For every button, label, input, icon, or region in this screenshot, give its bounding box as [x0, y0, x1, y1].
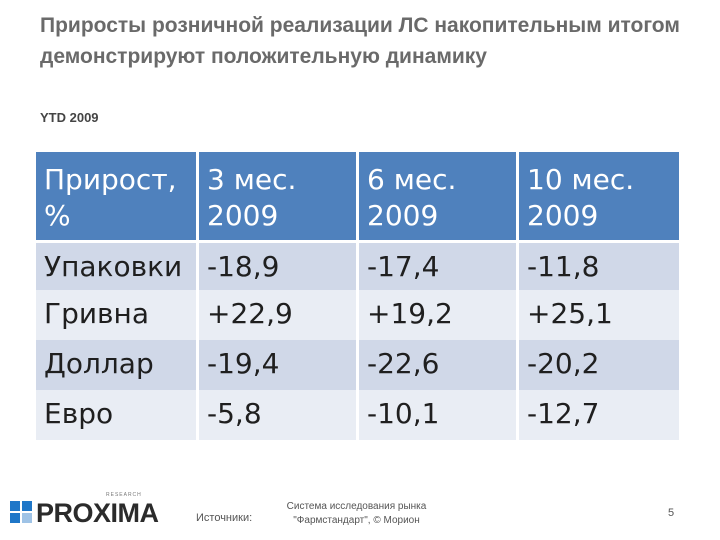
- table-cell: -20,2: [519, 340, 679, 390]
- table-row: Евро -5,8 -10,1 -12,7: [36, 390, 679, 440]
- row-label: Упаковки: [36, 240, 199, 290]
- table-cell: -19,4: [199, 340, 359, 390]
- table-cell: +22,9: [199, 290, 359, 340]
- table-row: Упаковки -18,9 -17,4 -11,8: [36, 240, 679, 290]
- table-row: Гривна +22,9 +19,2 +25,1: [36, 290, 679, 340]
- header-cell: 6 мес. 2009: [359, 152, 519, 240]
- row-label: Доллар: [36, 340, 199, 390]
- table-cell: -22,6: [359, 340, 519, 390]
- page-number: 5: [668, 507, 675, 519]
- table-cell: +19,2: [359, 290, 519, 340]
- row-label: Гривна: [36, 290, 199, 340]
- table-cell: -12,7: [519, 390, 679, 440]
- growth-table: Прирост,% 3 мес. 2009 6 мес. 2009 10 мес. 2…: [36, 152, 679, 440]
- slide-subtitle: YTD 2009: [40, 110, 99, 125]
- logo-wordmark: PROXIMA: [36, 498, 159, 528]
- logo-tagline: RESEARCH: [106, 492, 142, 498]
- table-row: Доллар -19,4 -22,6 -20,2: [36, 340, 679, 390]
- table-cell: -11,8: [519, 240, 679, 290]
- sources-text: Система исследования рынка "Фармстандарт…: [286, 501, 427, 526]
- table-header-row: Прирост,% 3 мес. 2009 6 мес. 2009 10 мес. 2…: [36, 152, 679, 240]
- slide-title: Приросты розничной реализации ЛС накопит…: [40, 14, 680, 68]
- table-cell: -5,8: [199, 390, 359, 440]
- header-cell: 3 мес. 2009: [199, 152, 359, 240]
- table-cell: -17,4: [359, 240, 519, 290]
- header-cell: 10 мес. 2009: [519, 152, 679, 240]
- proxima-logo: RESEARCH PROXIMA: [10, 492, 159, 530]
- row-label: Евро: [36, 390, 199, 440]
- sources-label: Источники:: [196, 512, 253, 524]
- header-cell: Прирост,%: [36, 152, 199, 240]
- proxima-logo-icon: [10, 501, 32, 523]
- table-cell: -18,9: [199, 240, 359, 290]
- table-cell: -10,1: [359, 390, 519, 440]
- table-cell: +25,1: [519, 290, 679, 340]
